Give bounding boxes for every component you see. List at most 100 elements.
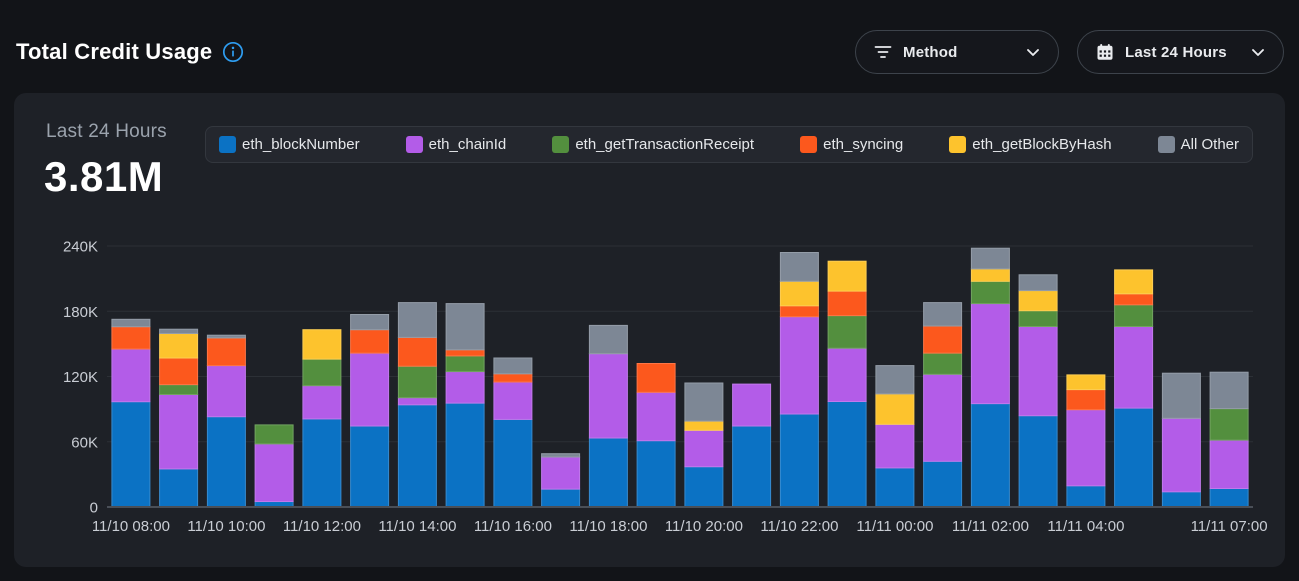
bar-segment-eth_blocknumber[interactable] [588, 437, 628, 508]
bar-segment-all-other[interactable] [493, 357, 533, 375]
bar-segment-eth_chainid[interactable] [1161, 417, 1201, 493]
bar-segment-all-other[interactable] [970, 247, 1010, 270]
bar-segment-eth_getblockbyhash[interactable] [1114, 269, 1154, 295]
bar-segment-eth_blocknumber[interactable] [493, 419, 533, 508]
bar-segment-eth_chainid[interactable] [397, 397, 437, 406]
legend-item-eth_blocknumber[interactable]: eth_blockNumber [219, 136, 360, 153]
bar-segment-eth_chainid[interactable] [111, 348, 151, 403]
bar-segment-eth_gettransactionreceipt[interactable] [1209, 408, 1249, 441]
bar-segment-all-other[interactable] [159, 328, 199, 334]
bar-segment-eth_blocknumber[interactable] [875, 467, 915, 508]
bar-segment-all-other[interactable] [923, 302, 963, 327]
bar-segment-eth_getblockbyhash[interactable] [827, 260, 867, 292]
bar-segment-eth_chainid[interactable] [875, 423, 915, 469]
bar-segment-eth_blocknumber[interactable] [1161, 491, 1201, 508]
bar-segment-eth_chainid[interactable] [541, 456, 581, 490]
bar-segment-eth_chainid[interactable] [732, 383, 772, 427]
bar-segment-eth_blocknumber[interactable] [779, 413, 819, 508]
bar-11/10 09:00[interactable] [159, 328, 199, 508]
bar-segment-eth_syncing[interactable] [445, 349, 485, 357]
bar-segment-eth_syncing[interactable] [350, 329, 390, 354]
bar-11/10 15:00[interactable] [445, 303, 485, 508]
bar-segment-eth_syncing[interactable] [1066, 389, 1106, 411]
bar-segment-eth_chainid[interactable] [636, 391, 676, 442]
legend-item-eth_syncing[interactable]: eth_syncing [800, 136, 903, 153]
bar-segment-eth_chainid[interactable] [350, 352, 390, 427]
bar-segment-eth_gettransactionreceipt[interactable] [1018, 310, 1058, 327]
bar-segment-all-other[interactable] [445, 303, 485, 351]
bar-segment-eth_blocknumber[interactable] [206, 416, 246, 508]
bar-segment-eth_syncing[interactable] [827, 290, 867, 317]
bar-segment-eth_chainid[interactable] [970, 303, 1010, 405]
bar-segment-eth_getblockbyhash[interactable] [875, 393, 915, 425]
info-icon[interactable] [222, 41, 244, 63]
bar-11/11 05:00[interactable] [1114, 269, 1154, 508]
bar-segment-eth_getblockbyhash[interactable] [159, 333, 199, 359]
bar-11/10 22:00[interactable] [779, 252, 819, 508]
bar-11/10 16:00[interactable] [493, 357, 533, 508]
bar-segment-all-other[interactable] [111, 318, 151, 328]
bar-segment-eth_blocknumber[interactable] [1066, 485, 1106, 508]
bar-segment-eth_blocknumber[interactable] [1114, 407, 1154, 508]
bar-segment-eth_chainid[interactable] [1066, 409, 1106, 487]
bar-segment-eth_blocknumber[interactable] [111, 401, 151, 508]
legend-item-eth_getblockbyhash[interactable]: eth_getBlockByHash [949, 136, 1112, 153]
bar-segment-eth_blocknumber[interactable] [684, 466, 724, 508]
bar-11/10 23:00[interactable] [827, 260, 867, 508]
bar-segment-eth_blocknumber[interactable] [1209, 488, 1249, 508]
legend-item-eth_chainid[interactable]: eth_chainId [405, 136, 506, 153]
bar-11/10 08:00[interactable] [111, 318, 151, 508]
time-range-dropdown[interactable]: Last 24 Hours [1077, 30, 1284, 74]
bar-segment-eth_blocknumber[interactable] [445, 402, 485, 508]
bar-11/11 07:00[interactable] [1209, 371, 1249, 508]
bar-11/10 20:00[interactable] [684, 382, 724, 508]
legend-item-eth_gettransactionreceipt[interactable]: eth_getTransactionReceipt [552, 136, 754, 153]
bar-segment-eth_blocknumber[interactable] [970, 403, 1010, 508]
bar-11/10 10:00[interactable] [206, 334, 246, 508]
bar-segment-eth_gettransactionreceipt[interactable] [397, 365, 437, 399]
bar-segment-all-other[interactable] [397, 302, 437, 338]
bar-11/10 14:00[interactable] [397, 302, 437, 508]
bar-segment-eth_getblockbyhash[interactable] [302, 329, 342, 360]
bar-segment-all-other[interactable] [588, 324, 628, 355]
bar-segment-eth_chainid[interactable] [493, 381, 533, 420]
bar-segment-eth_chainid[interactable] [779, 316, 819, 415]
bar-segment-eth_gettransactionreceipt[interactable] [445, 355, 485, 373]
bar-segment-all-other[interactable] [1209, 371, 1249, 410]
bar-11/11 04:00[interactable] [1066, 374, 1106, 508]
bar-segment-all-other[interactable] [1161, 372, 1201, 419]
bar-segment-eth_gettransactionreceipt[interactable] [159, 384, 199, 395]
bar-segment-eth_blocknumber[interactable] [302, 418, 342, 508]
bar-segment-eth_chainid[interactable] [445, 371, 485, 404]
bar-segment-eth_syncing[interactable] [206, 337, 246, 367]
bar-segment-eth_getblockbyhash[interactable] [684, 420, 724, 431]
bar-segment-eth_gettransactionreceipt[interactable] [1114, 304, 1154, 327]
bar-segment-eth_blocknumber[interactable] [732, 425, 772, 508]
bar-segment-eth_gettransactionreceipt[interactable] [970, 280, 1010, 305]
bar-segment-eth_chainid[interactable] [1018, 326, 1058, 417]
bar-segment-eth_chainid[interactable] [923, 373, 963, 462]
bar-11/11 02:00[interactable] [970, 247, 1010, 508]
bar-segment-eth_getblockbyhash[interactable] [1018, 290, 1058, 312]
bar-11/11 00:00[interactable] [875, 365, 915, 508]
bar-segment-eth_blocknumber[interactable] [827, 401, 867, 508]
bar-segment-eth_blocknumber[interactable] [159, 468, 199, 508]
bar-segment-eth_syncing[interactable] [636, 363, 676, 393]
bar-11/10 11:00[interactable] [254, 424, 294, 508]
bar-segment-eth_blocknumber[interactable] [541, 488, 581, 508]
bar-11/10 17:00[interactable] [541, 453, 581, 508]
bar-segment-all-other[interactable] [541, 453, 581, 458]
bar-segment-eth_blocknumber[interactable] [397, 404, 437, 508]
bar-11/10 12:00[interactable] [302, 329, 342, 508]
bar-segment-eth_chainid[interactable] [302, 385, 342, 420]
bar-segment-eth_chainid[interactable] [254, 443, 294, 502]
stacked-bar-chart[interactable]: 0 60K 120K 180K 240K 11/10 08:00 11/10 10:00 11… [14, 235, 1285, 557]
bar-segment-eth_getblockbyhash[interactable] [970, 268, 1010, 282]
bar-segment-eth_chainid[interactable] [588, 353, 628, 439]
bar-segment-eth_getblockbyhash[interactable] [779, 280, 819, 307]
bar-segment-eth_getblockbyhash[interactable] [1066, 374, 1106, 391]
bar-segment-all-other[interactable] [350, 314, 390, 331]
bar-segment-all-other[interactable] [1018, 274, 1058, 292]
bar-segment-eth_chainid[interactable] [159, 393, 199, 470]
bar-segment-eth_blocknumber[interactable] [1018, 415, 1058, 508]
